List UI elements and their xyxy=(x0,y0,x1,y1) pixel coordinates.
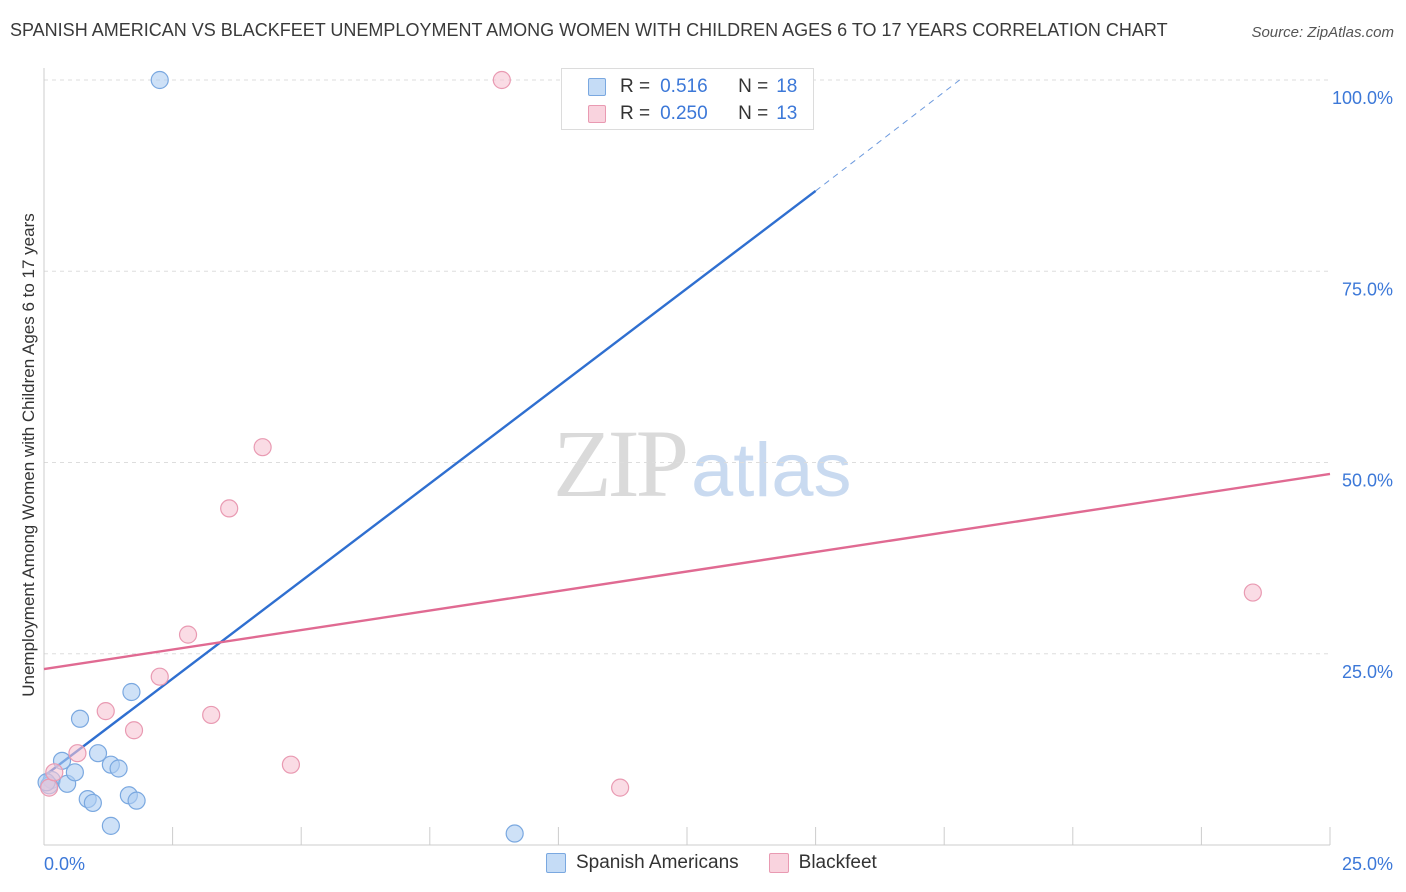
y-tick-label: 50.0% xyxy=(1342,471,1393,491)
spanish-americans-point xyxy=(505,824,524,843)
chart-title: SPANISH AMERICAN VS BLACKFEET UNEMPLOYME… xyxy=(10,20,1168,40)
series-swatch-blue xyxy=(546,853,566,873)
blackfeet-point xyxy=(253,438,272,457)
legend-n-label: N = xyxy=(738,76,769,97)
tick-labels: 25.0% 50.0% 75.0% 100.0% 0.0% 25.0% xyxy=(44,88,1393,874)
trend-lines xyxy=(43,79,1331,778)
legend-swatch-blue xyxy=(588,78,606,96)
blackfeet-point xyxy=(150,667,169,686)
blackfeet-point xyxy=(220,499,239,518)
blackfeet-point xyxy=(492,70,511,90)
y-tick-label: 100.0% xyxy=(1332,88,1393,108)
series-legend: Spanish Americans Blackfeet xyxy=(546,852,907,874)
spanish-americans-point xyxy=(150,70,169,90)
grid-lines xyxy=(44,79,1330,655)
spanish-americans-point xyxy=(70,709,90,728)
legend-row-blackfeet: R = 0.250 N = 13 xyxy=(588,102,797,126)
blackfeet-point xyxy=(40,778,59,797)
blackfeet-point xyxy=(178,625,198,644)
blackfeet-point xyxy=(281,755,301,774)
spanish-americans-point xyxy=(83,793,102,813)
spanish-americans-point xyxy=(109,759,128,778)
blackfeet-point xyxy=(68,744,87,763)
legend-r-label: R = xyxy=(620,76,651,97)
correlation-legend: R = 0.516 N = 18 R = 0.250 N = 13 xyxy=(561,68,814,130)
spanish-americans-trend-line xyxy=(43,189,817,778)
legend-r-value: 0.250 xyxy=(660,103,708,124)
series-legend-spanish-americans: Spanish Americans xyxy=(546,852,739,874)
blackfeet-point xyxy=(45,763,64,782)
legend-r-value: 0.516 xyxy=(660,76,708,97)
spanish-americans-point xyxy=(65,763,84,782)
y-axis-label: Unemployment Among Women with Children A… xyxy=(19,213,38,697)
spanish-americans-point xyxy=(122,682,141,702)
series-legend-blackfeet: Blackfeet xyxy=(768,852,877,874)
spanish-americans-point xyxy=(101,816,120,835)
legend-n-value: 18 xyxy=(776,76,798,97)
legend-row-spanish-americans: R = 0.516 N = 18 xyxy=(588,75,797,99)
spanish-americans-trend-extension xyxy=(815,79,960,192)
source-credit: Source: ZipAtlas.com xyxy=(1251,24,1394,41)
legend-n-label: N = xyxy=(738,103,769,124)
blackfeet-trend-line xyxy=(43,472,1331,671)
spanish-americans-point xyxy=(127,791,146,810)
series-swatch-pink xyxy=(768,853,789,873)
x-tick-label: 0.0% xyxy=(44,854,85,874)
blackfeet-point xyxy=(124,721,144,740)
spanish-americans-point xyxy=(88,744,108,763)
series-legend-label: Spanish Americans xyxy=(576,852,739,873)
y-tick-label: 75.0% xyxy=(1342,279,1393,299)
x-tick-label: 25.0% xyxy=(1342,854,1393,874)
blackfeet-point xyxy=(1243,583,1262,602)
y-tick-label: 25.0% xyxy=(1342,662,1393,682)
legend-swatch-pink xyxy=(588,105,606,123)
blackfeet-point xyxy=(611,778,630,797)
axes xyxy=(43,68,1331,846)
legend-r-label: R = xyxy=(620,103,651,124)
blackfeet-point xyxy=(202,705,221,725)
data-points xyxy=(37,70,1262,843)
series-legend-label: Blackfeet xyxy=(798,852,877,873)
blackfeet-point xyxy=(96,702,115,721)
legend-n-value: 13 xyxy=(776,103,798,124)
